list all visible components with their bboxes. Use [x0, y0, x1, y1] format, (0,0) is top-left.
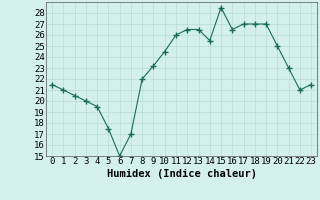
X-axis label: Humidex (Indice chaleur): Humidex (Indice chaleur): [107, 169, 257, 179]
